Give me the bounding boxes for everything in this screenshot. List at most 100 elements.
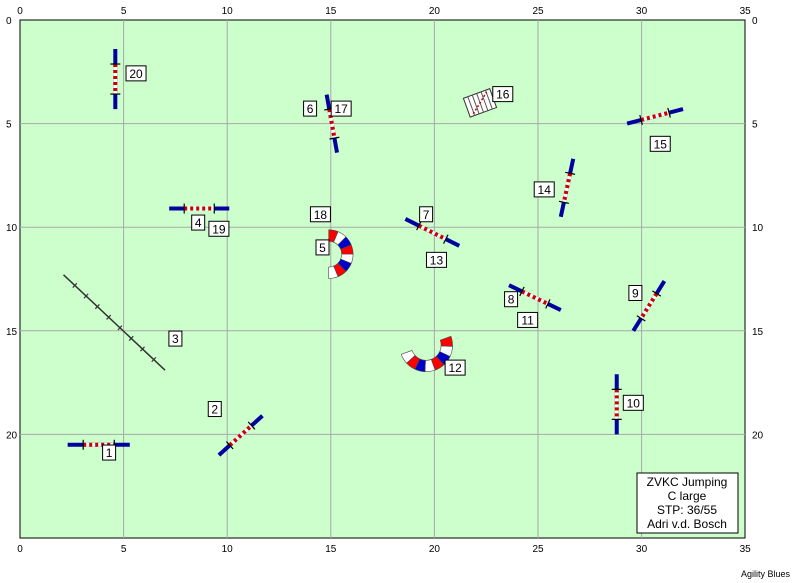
number-box [168,330,183,347]
jump-post [558,200,569,204]
number-box [315,239,330,256]
y-tick-left: 20 [6,430,18,441]
number-box [517,311,539,328]
number-text: 15 [654,137,668,151]
x-tick-bottom: 35 [740,544,752,555]
jump-bar-red [327,108,337,139]
number-label-6: 6 [303,100,318,117]
jump-post [443,234,449,244]
x-tick-top: 5 [121,6,127,17]
number-box [303,100,318,117]
y-tick-right: 15 [752,327,764,338]
number-box [444,359,466,376]
number-box [330,100,352,117]
number-text: 4 [195,216,202,230]
x-tick-top: 30 [636,6,648,17]
y-tick-right: 10 [752,223,764,234]
tire-slat [480,91,489,111]
x-tick-bottom: 20 [429,544,441,555]
number-text: 11 [521,313,534,327]
number-label-13: 13 [425,251,447,268]
number-label-19: 19 [208,220,230,237]
number-text: 17 [334,102,348,116]
number-label-16: 16 [492,86,514,103]
number-label-5: 5 [315,239,330,256]
field-background [19,19,746,539]
number-label-10: 10 [622,394,644,411]
jump-6-17 [324,94,340,153]
number-text: 12 [448,361,462,375]
jump-post [416,220,422,231]
x-tick-top: 0 [17,6,23,17]
wall-obstacle [62,274,166,371]
number-label-2: 2 [207,401,222,418]
jump-8-11 [508,283,562,312]
number-label-3: 3 [168,330,183,347]
number-label-4: 4 [191,214,206,231]
jump-14 [558,158,576,218]
y-tick-right: 5 [752,120,758,131]
wall-tick [128,335,134,341]
jump-10 [611,374,622,435]
obstacles [62,49,684,457]
wall-tick [139,346,145,352]
number-label-15: 15 [649,135,671,152]
app-credit: Agility Blues [740,569,790,579]
number-box [419,206,434,223]
number-text: 2 [211,403,218,417]
jump-post [247,421,256,430]
jump-bar-red [228,424,253,447]
y-tick-right: 20 [752,430,764,441]
number-text: 16 [496,88,510,102]
number-text: 14 [538,183,552,197]
number-label-9: 9 [628,285,643,302]
x-tick-bottom: 0 [17,544,23,555]
number-text: 20 [129,67,143,81]
number-label-18: 18 [309,206,331,223]
jump-post [519,286,525,297]
number-text: 18 [314,208,328,222]
jump-post [652,290,662,297]
y-tick-left: 10 [6,223,18,234]
number-label-20: 20 [125,65,147,82]
tire-ring [472,91,488,115]
jump-20 [110,49,121,110]
x-tick-top: 25 [532,6,544,17]
jump-bar-red [417,223,447,241]
obstacle-numbers: 20 6 17 16 15 14 4 19 18 7 5 13 8 11 9 3 12 10 2 1 [102,65,671,461]
info-line-1: ZVKC Jumping [647,475,728,489]
wall-tick [72,282,78,289]
jump-15 [626,107,684,126]
wall-tick [117,325,123,331]
jump-post [639,114,643,125]
x-tick-bottom: 10 [222,544,234,555]
jump-4-19 [169,203,230,214]
tunnel-segment [328,265,339,279]
info-line-4: Adri v.d. Bosch [647,517,727,531]
tunnel-5-18 [328,229,354,279]
number-box [622,394,644,411]
number-box [533,181,555,198]
info-line-2: C large [668,489,707,503]
number-text: 13 [430,253,444,267]
number-text: 3 [172,332,179,346]
x-tick-bottom: 5 [121,544,127,555]
number-label-7: 7 [419,206,434,223]
x-tick-bottom: 15 [325,544,337,555]
number-box [191,214,206,231]
x-tick-bottom: 30 [636,544,648,555]
info-line-3: STP: 36/55 [657,503,717,517]
number-text: 8 [508,293,515,307]
jump-post [545,299,551,309]
jump-2 [217,414,264,457]
jump-bar-red [640,110,670,122]
jump-9 [631,280,667,332]
y-tick-left: 5 [6,120,12,131]
number-box [102,444,117,461]
y-tick-left: 0 [6,16,12,27]
x-tick-top: 10 [222,6,234,17]
x-tick-top: 35 [740,6,752,17]
number-text: 1 [106,446,113,460]
